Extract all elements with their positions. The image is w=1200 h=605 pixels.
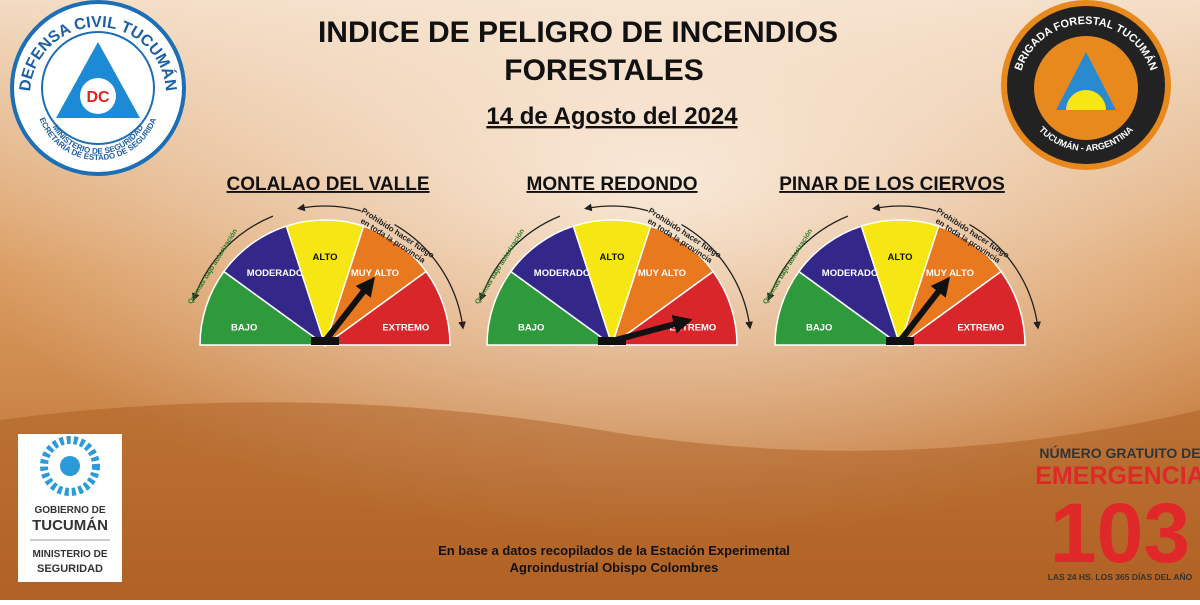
gauge-segment xyxy=(774,270,903,346)
gauge: COLALAO DEL VALLE BAJO MODERADO ALTO MUY ALT… xyxy=(187,174,466,348)
needle xyxy=(322,276,375,343)
arc-arrow xyxy=(394,224,466,330)
gauge-name: PINAR DE LOS CIERVOS xyxy=(779,174,1005,195)
needle-pivot xyxy=(311,337,339,345)
gauge-name: MONTE REDONDO xyxy=(527,174,698,195)
ground xyxy=(0,402,1200,600)
gauge-segment xyxy=(199,270,328,346)
gauge-segment xyxy=(897,270,1026,346)
logo-right: BRIGADA FORESTAL TUCUMÁN TUCUMÁN - ARGEN… xyxy=(1001,0,1171,170)
gauge-label: ALTO xyxy=(888,252,913,263)
title: FORESTALES xyxy=(504,54,703,87)
gauge-segment xyxy=(222,225,327,347)
gauge-label: EXTREMO xyxy=(957,323,1004,334)
title: INDICE DE PELIGRO DE INCENDIOS xyxy=(318,16,838,49)
gauge: PINAR DE LOS CIERVOS BAJO MODERADO ALTO MUY … xyxy=(762,174,1041,348)
gauge-label: BAJO xyxy=(806,323,832,334)
gauge-segment xyxy=(860,219,940,348)
gauge-label: MODERADO xyxy=(534,268,590,279)
emergency-note: LAS 24 HS. LOS 365 DÍAS DEL AÑO xyxy=(1048,572,1193,582)
footer: Agroindustrial Obispo Colombres xyxy=(510,560,719,575)
logo-badge: DC xyxy=(86,89,110,106)
gauge-label: BAJO xyxy=(518,323,544,334)
arc-arrow xyxy=(681,224,753,330)
emergency-intro: NÚMERO GRATUITO DE xyxy=(1039,444,1200,461)
gauge-label: MUY ALTO xyxy=(926,268,974,279)
gov-text: MINISTERIO DE xyxy=(32,549,107,560)
emergency: NÚMERO GRATUITO DE EMERGENCIA 103 LAS 24… xyxy=(1035,444,1200,582)
emergency-word: EMERGENCIA xyxy=(1035,462,1200,490)
emergency-number: 103 xyxy=(1050,486,1190,580)
gauge-segment xyxy=(898,225,1003,347)
arc-arrow xyxy=(297,203,362,212)
gauge-label: MODERADO xyxy=(247,268,303,279)
gov-text: GOBIERNO DE xyxy=(34,505,105,516)
gauge-label: EXTREMO xyxy=(669,323,716,334)
arc-arrow xyxy=(767,215,849,302)
needle-pivot xyxy=(598,337,626,345)
gov-text: TUCUMÁN xyxy=(32,517,108,534)
date: 14 de Agosto del 2024 xyxy=(486,103,738,130)
gauge-name: COLALAO DEL VALLE xyxy=(226,174,429,195)
gauge-label: ALTO xyxy=(313,252,338,263)
gauge-label: MUY ALTO xyxy=(638,268,686,279)
logo-left: DC DEFENSA CIVIL TUCUMÁN SECRETARÍA DE E… xyxy=(0,0,186,176)
gauge-segment xyxy=(285,219,365,348)
footer: En base a datos recopilados de la Estaci… xyxy=(438,543,790,558)
gauge-label: BAJO xyxy=(231,323,257,334)
gauge-segment xyxy=(323,225,428,347)
needle xyxy=(897,276,950,343)
needle-pivot xyxy=(886,337,914,345)
gauge-label: EXTREMO xyxy=(382,323,429,334)
gauge-segment xyxy=(572,219,652,348)
gauge-label: MODERADO xyxy=(822,268,878,279)
arc-arrow xyxy=(969,224,1041,330)
arc-arrow xyxy=(479,215,561,302)
gauge-segment xyxy=(797,225,902,347)
gauge-segment xyxy=(609,270,738,346)
government-logo: GOBIERNO DE TUCUMÁN MINISTERIO DE SEGURI… xyxy=(18,434,122,582)
gov-text: SEGURIDAD xyxy=(37,563,103,575)
arc-arrow xyxy=(584,203,649,212)
gauge-segment xyxy=(486,270,615,346)
gauge-segment xyxy=(322,270,451,346)
gauge-segment xyxy=(509,225,614,347)
arc-arrow xyxy=(192,215,274,302)
gauge-label: MUY ALTO xyxy=(351,268,399,279)
arc-arrow xyxy=(872,203,937,212)
gauge-label: ALTO xyxy=(600,252,625,263)
gauge-segment xyxy=(610,225,715,347)
